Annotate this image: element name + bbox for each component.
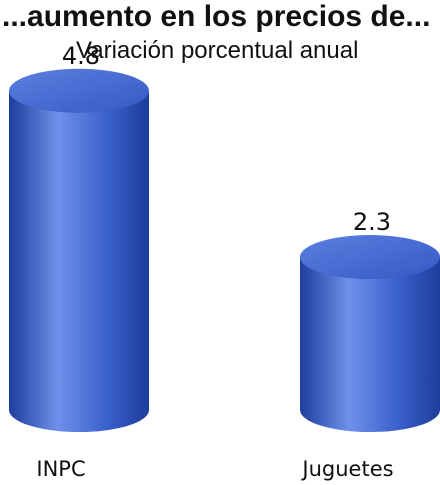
bar-juguetes xyxy=(300,235,440,432)
bar-body-juguetes xyxy=(300,257,440,432)
chart-title: ...aumento en los precios de... xyxy=(2,0,430,33)
bar-inpc xyxy=(9,68,149,433)
bar-top-juguetes xyxy=(300,235,440,280)
bar-body-inpc xyxy=(9,90,149,433)
chart-subtitle: Variación porcentual anual xyxy=(76,37,358,64)
data-labels: 4.8 2.3 xyxy=(62,42,391,236)
data-label-juguetes: 2.3 xyxy=(353,208,391,236)
bar-series xyxy=(9,68,440,433)
category-label-juguetes: Juguetes xyxy=(300,457,393,481)
data-label-inpc: 4.8 xyxy=(62,42,100,70)
category-label-inpc: INPC xyxy=(36,457,85,481)
category-labels: INPC Juguetes xyxy=(36,457,393,481)
bar-top-inpc xyxy=(9,68,149,113)
